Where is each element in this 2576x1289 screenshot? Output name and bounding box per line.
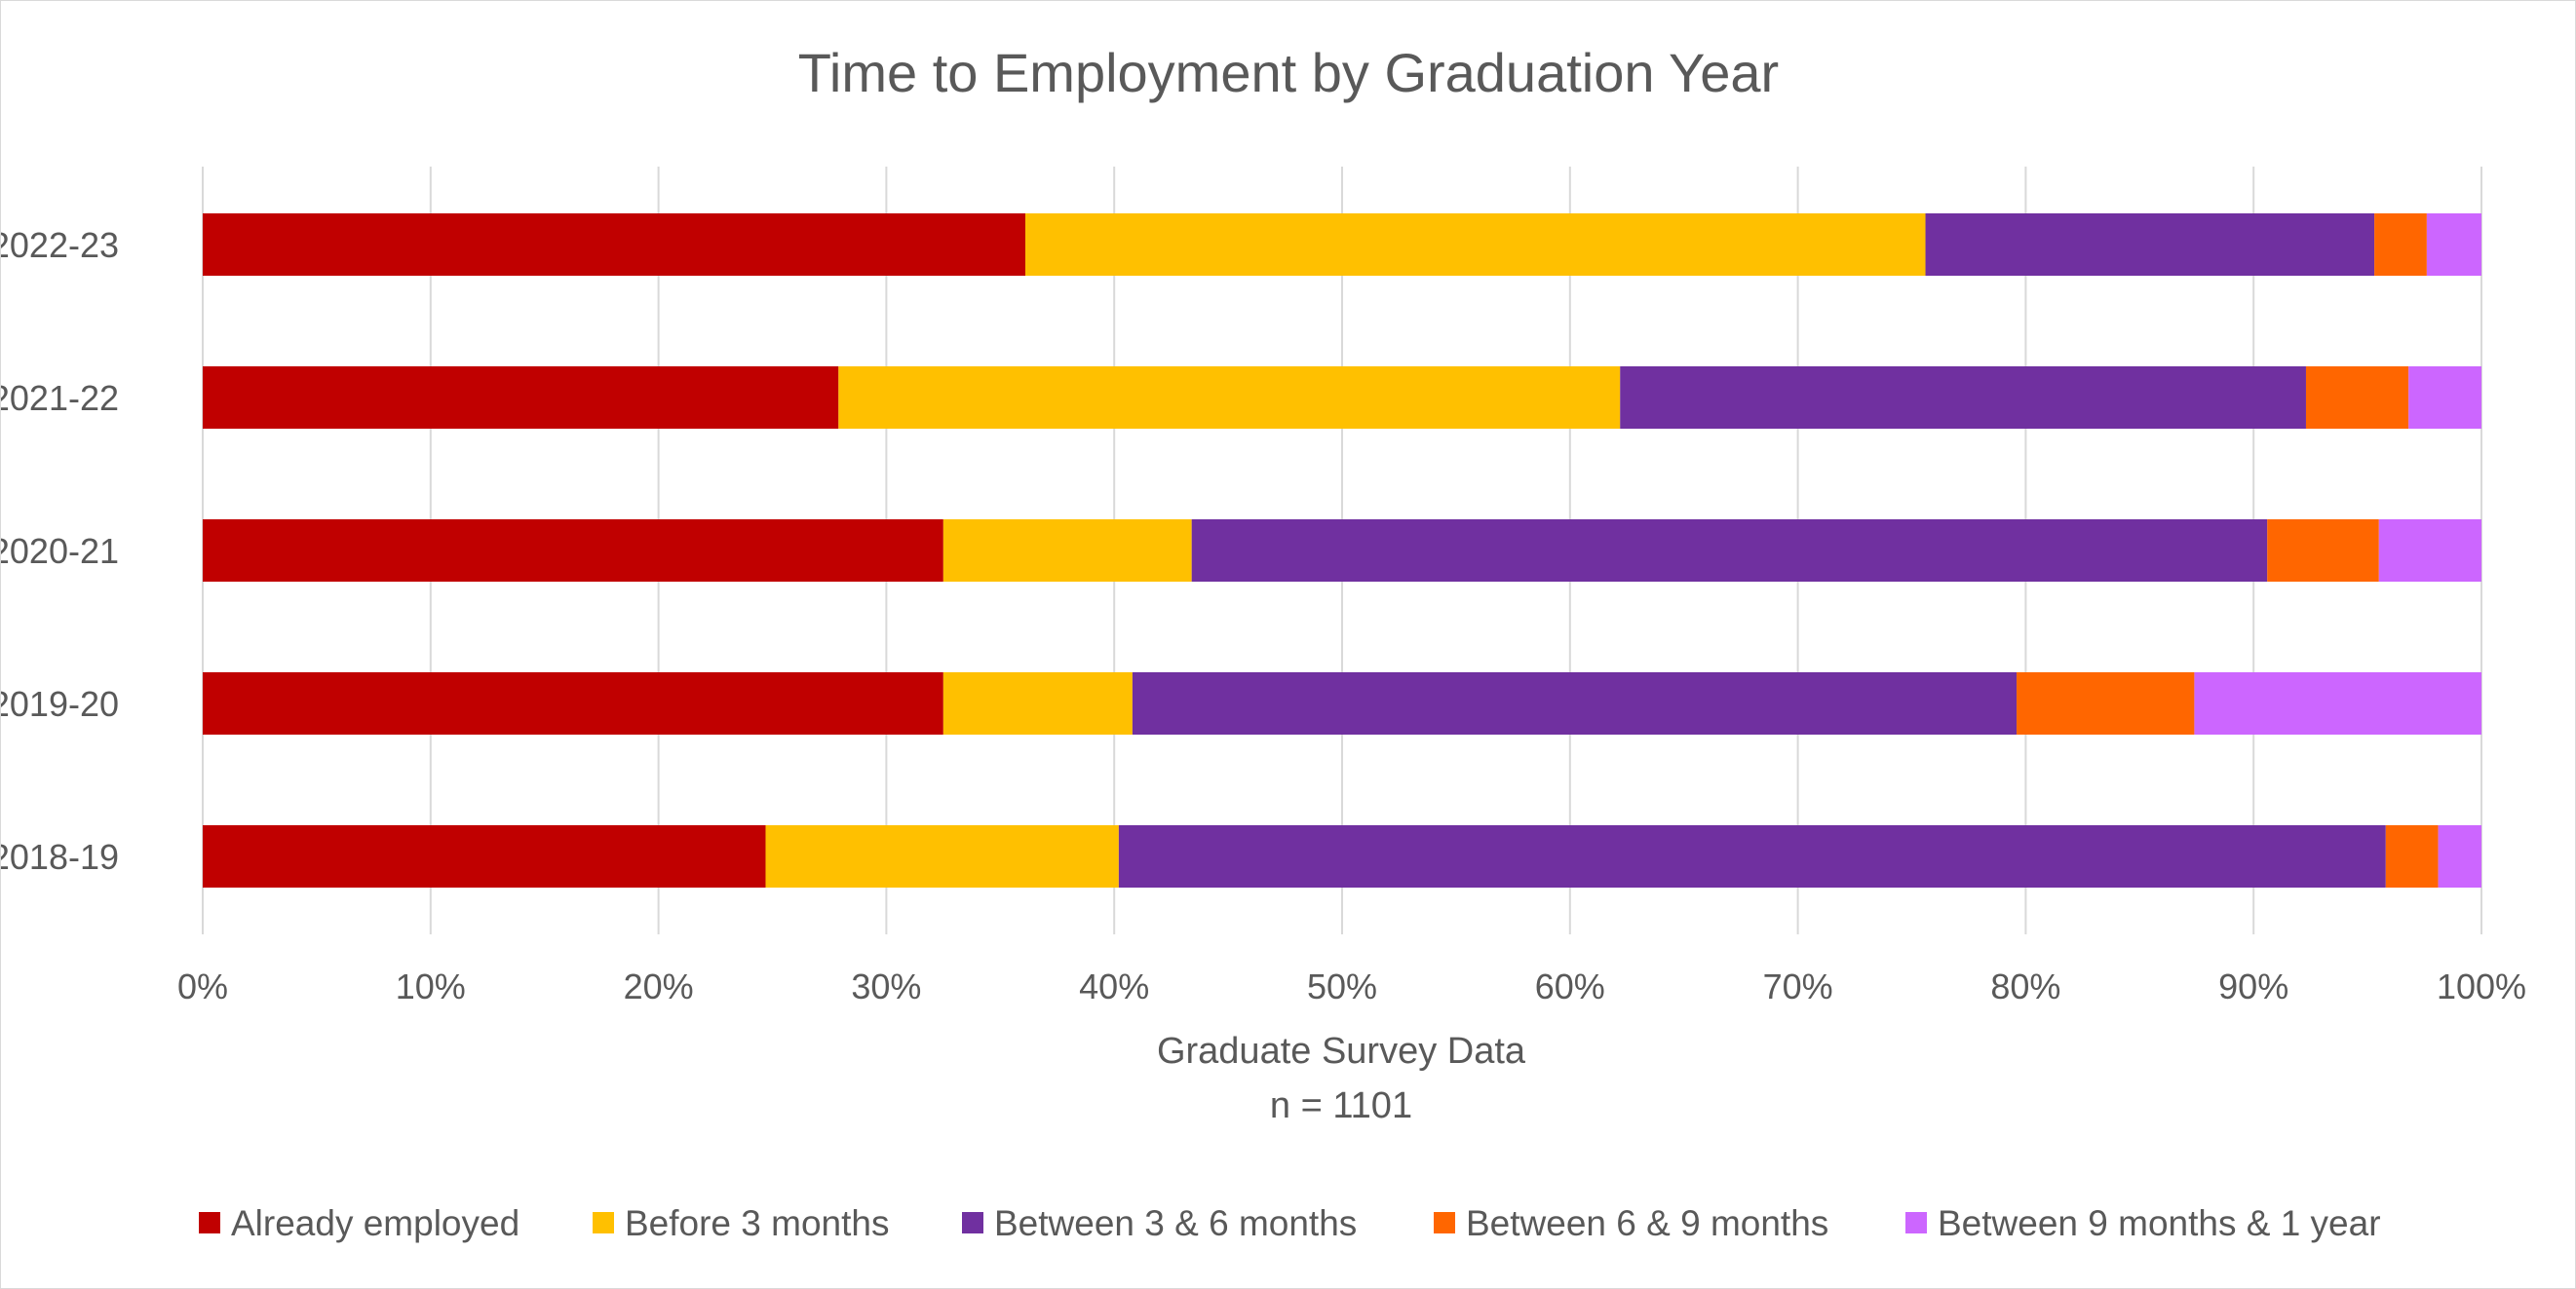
bar-segment-between-6-9-months: [2017, 672, 2195, 735]
x-tick-labels: 0% 10% 20% 30% 40% 50% 60% 70% 80% 90% 100%: [177, 967, 2526, 1006]
legend-swatch-between-6-9-months: [1434, 1212, 1455, 1233]
x-axis-note: n = 1101: [1270, 1085, 1412, 1126]
legend: Already employed Before 3 months Between 3…: [199, 1203, 2381, 1243]
bar-segment-already-employed: [203, 519, 943, 582]
bar-segment-between-9-months-1-year: [2194, 672, 2481, 735]
bar-segment-already-employed: [203, 213, 1026, 276]
legend-label: Before 3 months: [625, 1203, 889, 1243]
x-tick-label: 100%: [2437, 967, 2526, 1006]
bar-segment-between-9-months-1-year: [2438, 825, 2481, 888]
legend-swatch-between-3-6-months: [962, 1212, 983, 1233]
bar-segment-already-employed: [203, 825, 766, 888]
bar-segment-before-3-months: [1025, 213, 1926, 276]
category-label: 2018-19: [1, 837, 119, 877]
legend-label: Between 6 & 9 months: [1466, 1203, 1828, 1243]
x-tick-label: 70%: [1763, 967, 1833, 1006]
x-tick-label: 90%: [2218, 967, 2288, 1006]
bar-segment-between-9-months-1-year: [2426, 213, 2481, 276]
bar-segment-before-3-months: [942, 672, 1133, 735]
bar-segment-between-9-months-1-year: [2408, 366, 2481, 429]
bar-segment-between-6-9-months: [2305, 366, 2409, 429]
category-label: 2020-21: [1, 531, 119, 571]
bar-segment-before-3-months: [765, 825, 1119, 888]
bar-segment-between-9-months-1-year: [2378, 519, 2481, 582]
bar-segment-before-3-months: [838, 366, 1621, 429]
x-tick-label: 40%: [1079, 967, 1149, 1006]
category-label: 2021-22: [1, 378, 119, 418]
chart-title: Time to Employment by Graduation Year: [798, 42, 1779, 103]
bar-segment-already-employed: [203, 366, 839, 429]
x-tick-label: 80%: [1990, 967, 2060, 1006]
bar-segment-between-3-6-months: [1118, 825, 2386, 888]
legend-swatch-between-9-months-1-year: [1905, 1212, 1927, 1233]
bar-segment-between-6-9-months: [2267, 519, 2379, 582]
x-axis-label: Graduate Survey Data: [1157, 1031, 1526, 1072]
category-label: 2022-23: [1, 225, 119, 265]
category-labels: 2022-23 2021-22 2020-21 2019-20 2018-19: [1, 225, 119, 877]
bar-segment-between-3-6-months: [1925, 213, 2375, 276]
bar-segment-between-3-6-months: [1191, 519, 2268, 582]
bar-segment-between-6-9-months: [2374, 213, 2427, 276]
x-tick-label: 0%: [177, 967, 228, 1006]
legend-label: Between 9 months & 1 year: [1938, 1203, 2381, 1243]
category-label: 2019-20: [1, 684, 119, 724]
legend-label: Between 3 & 6 months: [994, 1203, 1357, 1243]
x-tick-label: 10%: [396, 967, 466, 1006]
x-tick-label: 60%: [1535, 967, 1605, 1006]
bar-group: [203, 213, 2481, 888]
x-tick-label: 30%: [851, 967, 921, 1006]
bar-segment-already-employed: [203, 672, 943, 735]
x-tick-label: 50%: [1307, 967, 1377, 1006]
legend-swatch-already-employed: [199, 1212, 220, 1233]
bar-segment-between-3-6-months: [1132, 672, 2018, 735]
bar-segment-between-3-6-months: [1620, 366, 2306, 429]
x-tick-label: 20%: [624, 967, 694, 1006]
bar-segment-before-3-months: [942, 519, 1192, 582]
legend-swatch-before-3-months: [593, 1212, 614, 1233]
legend-label: Already employed: [231, 1203, 519, 1243]
bar-segment-between-6-9-months: [2385, 825, 2439, 888]
